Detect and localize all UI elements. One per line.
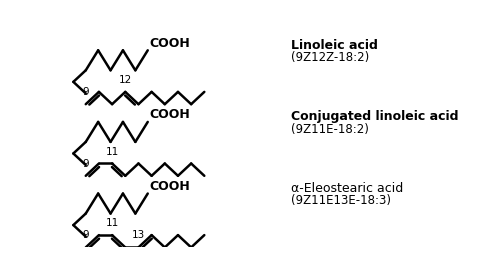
Text: 9: 9 xyxy=(82,230,89,240)
Text: COOH: COOH xyxy=(150,180,190,193)
Text: Linoleic acid: Linoleic acid xyxy=(291,39,378,52)
Text: α-Eleostearic acid: α-Eleostearic acid xyxy=(291,182,404,195)
Text: 11: 11 xyxy=(106,218,118,228)
Text: 9: 9 xyxy=(82,159,89,169)
Text: Conjugated linoleic acid: Conjugated linoleic acid xyxy=(291,110,458,123)
Text: COOH: COOH xyxy=(150,36,190,49)
Text: (9Z11E-18:2): (9Z11E-18:2) xyxy=(291,123,369,136)
Text: (9Z12Z-18:2): (9Z12Z-18:2) xyxy=(291,51,370,64)
Text: COOH: COOH xyxy=(150,108,190,121)
Text: 13: 13 xyxy=(132,230,145,240)
Text: (9Z11E13E-18:3): (9Z11E13E-18:3) xyxy=(291,194,391,207)
Text: 9: 9 xyxy=(82,87,89,97)
Text: 11: 11 xyxy=(106,147,118,157)
Text: 12: 12 xyxy=(118,75,132,85)
